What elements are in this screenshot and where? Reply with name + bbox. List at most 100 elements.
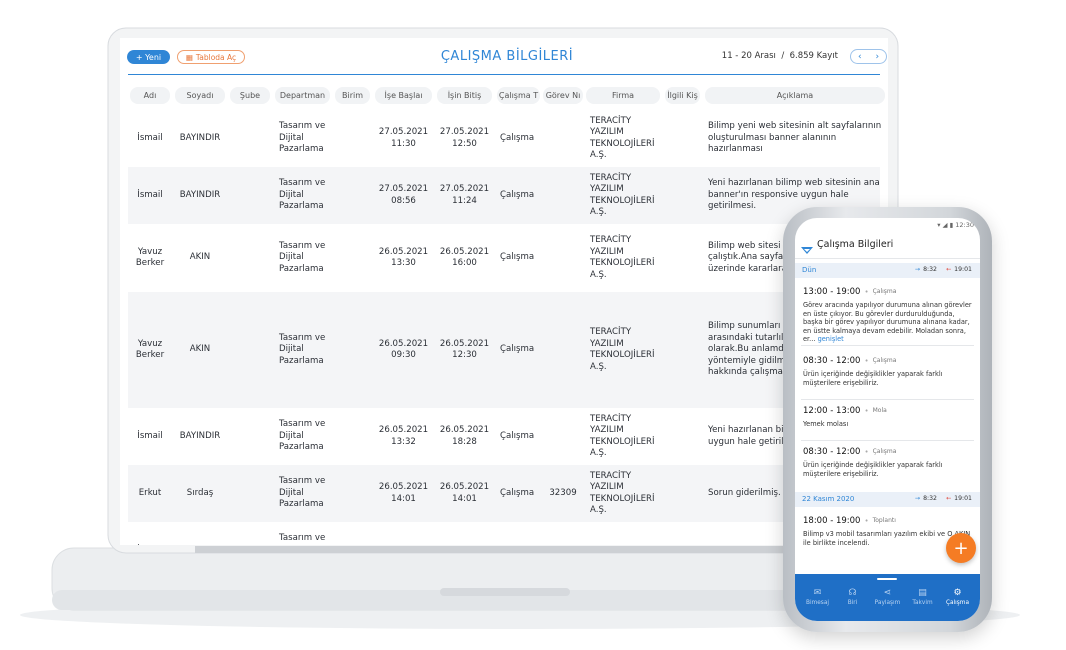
table-row[interactable] [128,408,880,465]
logo-icon [801,247,813,254]
expand-link[interactable]: genişlet [817,335,844,344]
cell-bitis: 27.05.2021 11:24 [439,184,490,206]
column-header[interactable]: Firma [586,87,660,104]
nav-item[interactable]: ⚙ Çalışma [940,588,975,606]
cell-baslangic: 26.05.2021 13:30 [378,246,429,269]
table-row[interactable] [128,522,880,545]
checkin: → 8:32 ← 19:01 [915,495,972,504]
entry-text: Ürün içeriğinde değişiklikler yaparak fa… [803,370,973,387]
nav-item[interactable]: ▤ Takvim [905,588,940,606]
cell-tur: Çalışma [500,430,535,441]
nav-icon: ✉ [813,588,822,598]
cell-baslangic: 26.05.2021 14:01 [378,482,429,504]
entry-text-body: Görev aracında yapılıyor durumuna alınan… [803,301,972,344]
cell-baslangic: 27.05.2021 08:56 [378,184,429,206]
cell-tur: Çalışma [500,132,535,143]
sep: / [781,51,785,61]
cell-tur: Çalışma [500,487,535,498]
pager: 11 - 20 Arası / 6.859 Kayıt [722,51,838,61]
nav-item[interactable]: ☊ Biri [835,588,870,606]
table-row[interactable] [128,110,880,167]
cell-soyadi: Sırdaş [186,487,214,498]
cell-firma: TERACİTY YAZILIM TEKNOLOJİLERİ A.Ş. [590,327,655,372]
cell-baslangic: 26.05.2021 09:30 [378,338,429,361]
out-time: 19:01 [954,266,972,273]
cell-baslangic: 27.05.2021 11:30 [378,127,429,149]
table-row[interactable] [128,465,880,522]
cell-tur: Çalışma [500,189,535,200]
section-date: Dün [802,266,817,274]
cell-departman: Tasarım ve Dijital Pazarlama [279,178,326,212]
entry-type: Çalışma [872,288,897,295]
entry-head: 08:30 - 12:00 • Çalışma [803,357,896,366]
nav-icon: ☊ [848,588,857,598]
in-arrow: → [914,266,921,273]
cell-bitis: 26.05.2021 14:01 [439,482,490,504]
column-header[interactable]: Birim [335,87,370,104]
entry-time: 13:00 - 19:00 [803,287,861,297]
title-rule [128,74,880,75]
nav-icon: ⚙ [953,588,962,598]
cell-departman: Tasarım ve Dijital Pazarlama [279,240,326,274]
cell-aciklama: Yeni hazırlanan bilimp web sitesinin ana… [708,178,880,212]
table-row[interactable] [128,167,880,224]
dot: • [864,517,869,525]
nav-icon: ⋖ [883,588,892,598]
column-header[interactable]: Adı [130,87,170,104]
cell-soyadi: BAYINDIR [175,522,225,546]
column-header[interactable]: İşin Bitiş [437,87,492,104]
column-header[interactable]: Departman [275,87,330,104]
cell-tur: Mola [500,522,540,546]
cell-firma: TERACİTY YAZILIM TEKNOLOJİLERİ A.Ş. [590,413,655,459]
new-button[interactable]: + Yeni [127,50,170,64]
entry-time: 18:00 - 19:00 [803,516,861,526]
nav-item[interactable]: ✉ Bimesaj [800,588,835,606]
out-arrow: ← [945,266,952,273]
entry-text: Yemek molası [803,420,973,429]
in-arrow: → [914,495,921,502]
table-button[interactable]: ▦ Tabloda Aç [177,50,245,64]
cell-soyadi: BAYINDIR [179,132,221,143]
column-header[interactable]: İşe Başlaı [375,87,432,104]
cell-soyadi: BAYINDIR [179,189,221,200]
nav-label: Biri [847,600,858,606]
nav-label: Çalışma [945,600,970,606]
in-time: 8:32 [923,495,937,502]
dot: • [864,448,869,456]
cell-departman: Tasarım ve Dijital Pazarlama [279,533,326,545]
range: 11 - 20 Arası [721,51,776,61]
home-indicator [877,578,897,580]
column-header[interactable]: Şube [230,87,270,104]
count: 6.859 Kayıt [789,51,838,61]
column-header[interactable]: Çalışma T [497,87,540,104]
status-bar: ▾ ◢ ▮ 12:30 [937,221,974,229]
column-header[interactable]: İlgili Kiş [665,87,700,104]
fab[interactable]: + [946,533,976,563]
cell-soyadi: BAYINDIR [179,430,221,441]
cell-tur: Çalışma [500,344,535,355]
cell-departman: Tasarım ve Dijital Pazarlama [279,419,326,453]
cell-baslangic: 26.05.2021 [375,522,432,546]
pager-arrows[interactable]: ‹ › [850,49,887,64]
cell-departman: Tasarım ve Dijital Pazarlama [279,121,326,155]
cell-adi: Erkut [138,487,162,498]
entry-head: 13:00 - 19:00 • Çalışma [803,288,896,297]
next[interactable]: › [875,51,880,62]
column-header[interactable]: Soyadı [175,87,225,104]
entry-time: 12:00 - 13:00 [803,406,861,416]
hinge [195,546,810,553]
column-header[interactable]: Açıklama [705,87,885,104]
prev[interactable]: ‹ [857,51,862,62]
nav-item[interactable]: ⋖ Paylaşım [870,588,905,606]
cell-adi: Yavuz Berker [135,246,165,269]
section-bar: Dün → 8:32 ← 19:01 [795,263,980,278]
in-time: 8:32 [923,266,937,273]
table-row[interactable] [128,224,880,292]
entry-type: Çalışma [872,448,897,455]
column-header[interactable]: Görev Nı [543,87,583,104]
table-row[interactable] [128,292,880,408]
cell-bitis: 26.05.2021 [437,522,492,546]
cell-bitis: 26.05.2021 12:30 [439,338,490,361]
cell-departman: Tasarım ve Dijital Pazarlama [279,476,326,510]
